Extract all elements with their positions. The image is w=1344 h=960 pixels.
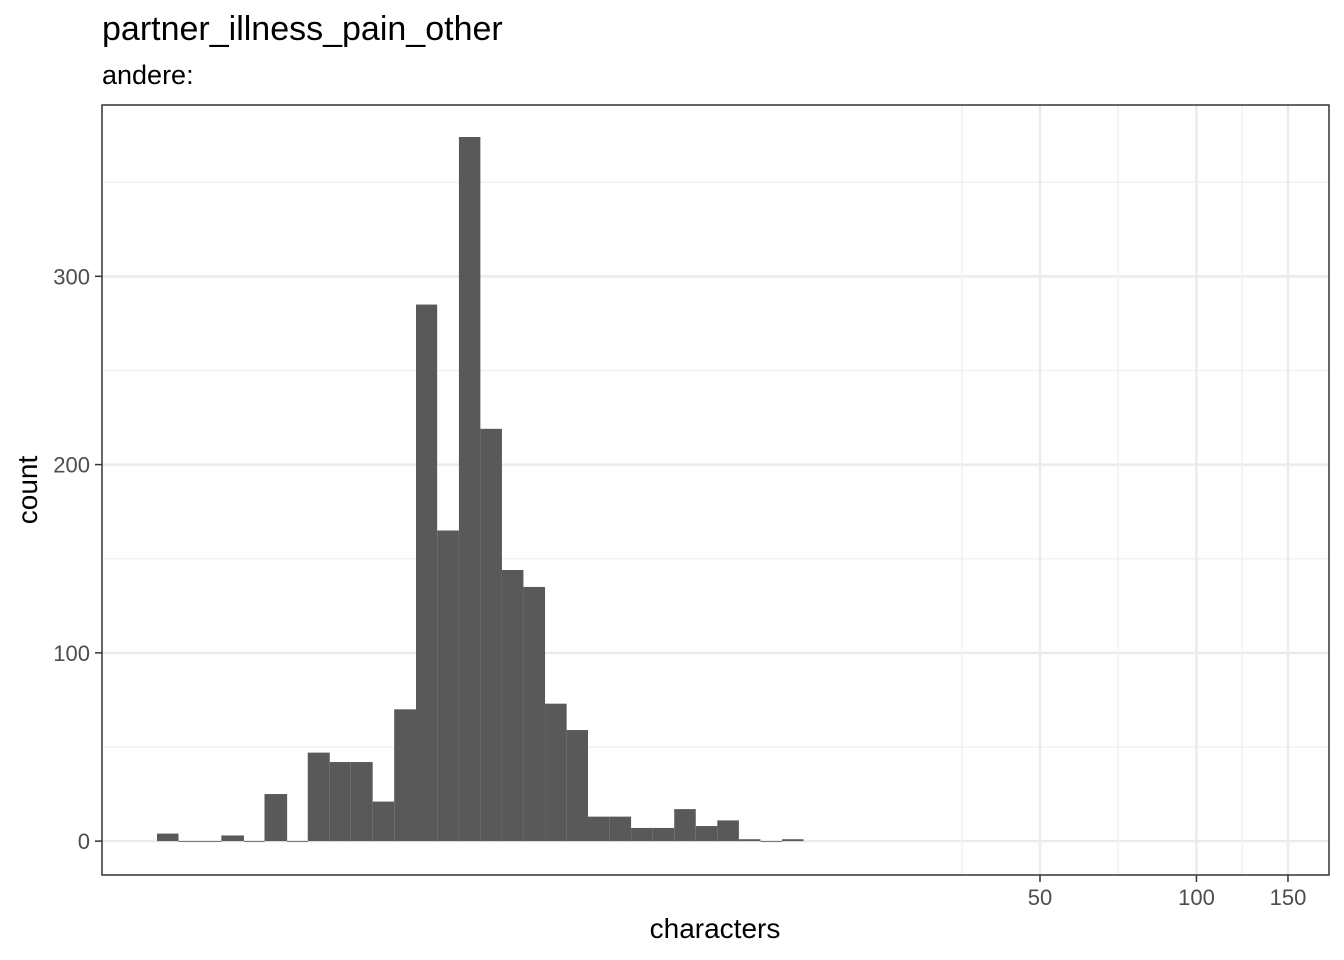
histogram-bar [717,820,739,842]
histogram-bar [178,841,201,842]
histogram-bar [437,530,459,842]
y-axis-title: count [12,456,43,525]
histogram-bar [588,816,610,842]
histogram-bar [243,841,265,842]
histogram-bar [200,841,222,842]
histogram-bar [307,752,330,842]
histogram-bar [458,137,481,842]
histogram-bar [287,841,308,842]
y-tick-label: 300 [53,264,90,289]
histogram-bar [501,570,524,842]
panel-border [101,104,1330,876]
y-tick-label: 200 [53,453,90,478]
histogram-bar [695,826,718,842]
y-axis: 0 100 200 300 [53,264,102,854]
histogram-bar [781,839,804,842]
histogram-bar [394,709,416,842]
histogram-bar [480,428,502,842]
x-tick-label: 100 [1178,885,1215,910]
y-tick-label: 100 [53,641,90,666]
chart-title: partner_illness_pain_other [102,10,503,48]
histogram-bar [221,835,244,842]
bars [157,137,804,842]
histogram-bar [738,839,761,842]
histogram-bar [264,794,288,842]
x-tick-label: 150 [1270,885,1307,910]
y-tick-label: 0 [78,829,90,854]
panel-background [102,105,1329,875]
histogram-bar [674,809,696,842]
histogram-bar [631,827,653,842]
histogram-bar [329,762,351,842]
histogram-bar [350,762,373,842]
x-axis-title: characters [650,913,781,944]
histogram-bar [523,586,546,842]
histogram-bar [157,833,179,842]
chart-subtitle: andere: [102,60,194,90]
histogram-bar [652,827,675,842]
histogram-bar [545,703,567,842]
histogram-bar [372,801,395,842]
x-axis: 50 100 150 [1028,875,1307,910]
histogram-bar [415,304,438,842]
grid-lines [102,105,1329,875]
histogram-bar [609,816,632,842]
histogram-bar [566,730,589,842]
histogram-bar [760,841,782,842]
x-tick-label: 50 [1028,885,1052,910]
